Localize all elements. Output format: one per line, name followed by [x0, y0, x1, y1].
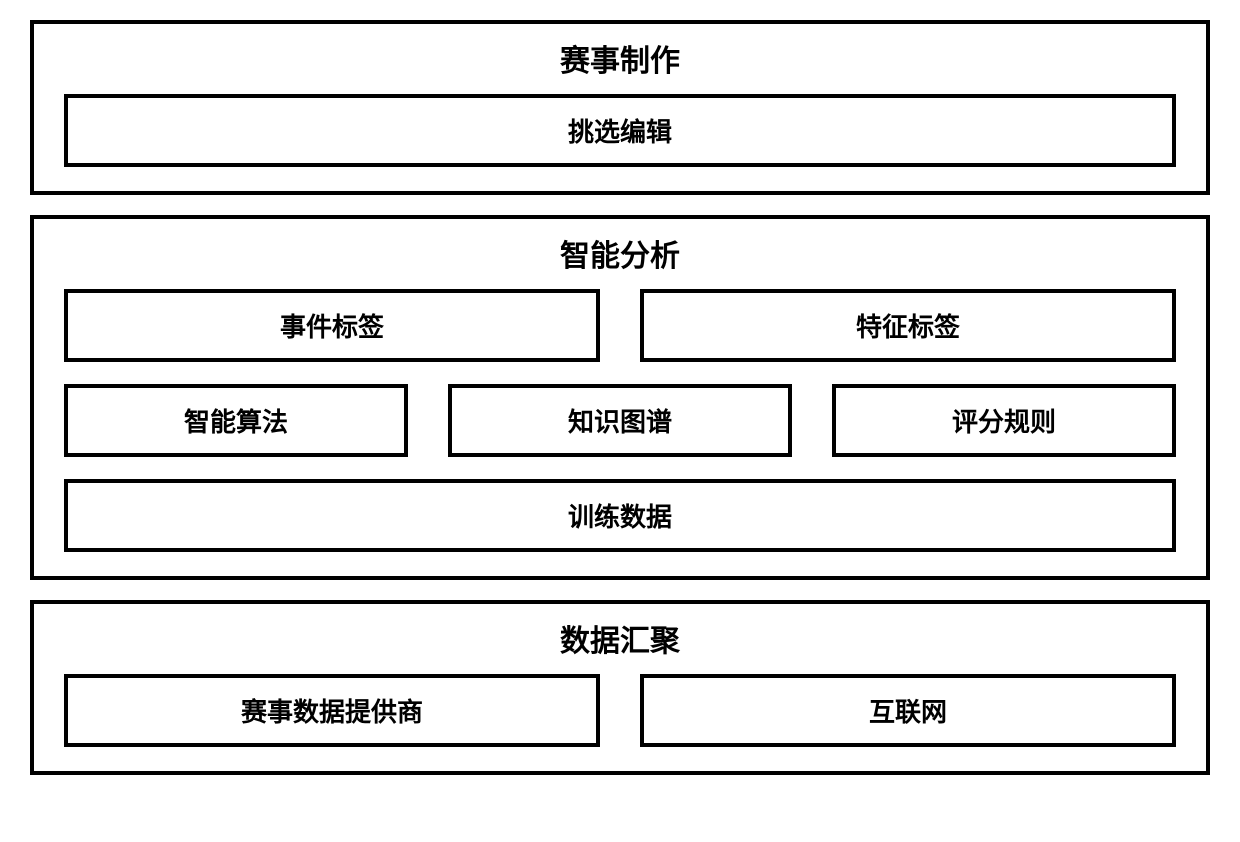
box-internet: 互联网: [640, 674, 1176, 747]
box-selection-editing: 挑选编辑: [64, 94, 1176, 167]
row: 赛事数据提供商 互联网: [64, 674, 1176, 747]
row: 事件标签 特征标签: [64, 289, 1176, 362]
section-data-aggregation: 数据汇聚 赛事数据提供商 互联网: [30, 600, 1210, 775]
section-title: 智能分析: [64, 231, 1176, 275]
box-intelligent-algorithm: 智能算法: [64, 384, 408, 457]
section-event-production: 赛事制作 挑选编辑: [30, 20, 1210, 195]
row: 训练数据: [64, 479, 1176, 552]
box-event-tags: 事件标签: [64, 289, 600, 362]
box-event-data-provider: 赛事数据提供商: [64, 674, 600, 747]
section-title: 数据汇聚: [64, 616, 1176, 660]
section-intelligent-analysis: 智能分析 事件标签 特征标签 智能算法 知识图谱 评分规则 训练数据: [30, 215, 1210, 580]
box-training-data: 训练数据: [64, 479, 1176, 552]
box-knowledge-graph: 知识图谱: [448, 384, 792, 457]
box-scoring-rules: 评分规则: [832, 384, 1176, 457]
row: 智能算法 知识图谱 评分规则: [64, 384, 1176, 457]
section-title: 赛事制作: [64, 36, 1176, 80]
row: 挑选编辑: [64, 94, 1176, 167]
box-feature-tags: 特征标签: [640, 289, 1176, 362]
